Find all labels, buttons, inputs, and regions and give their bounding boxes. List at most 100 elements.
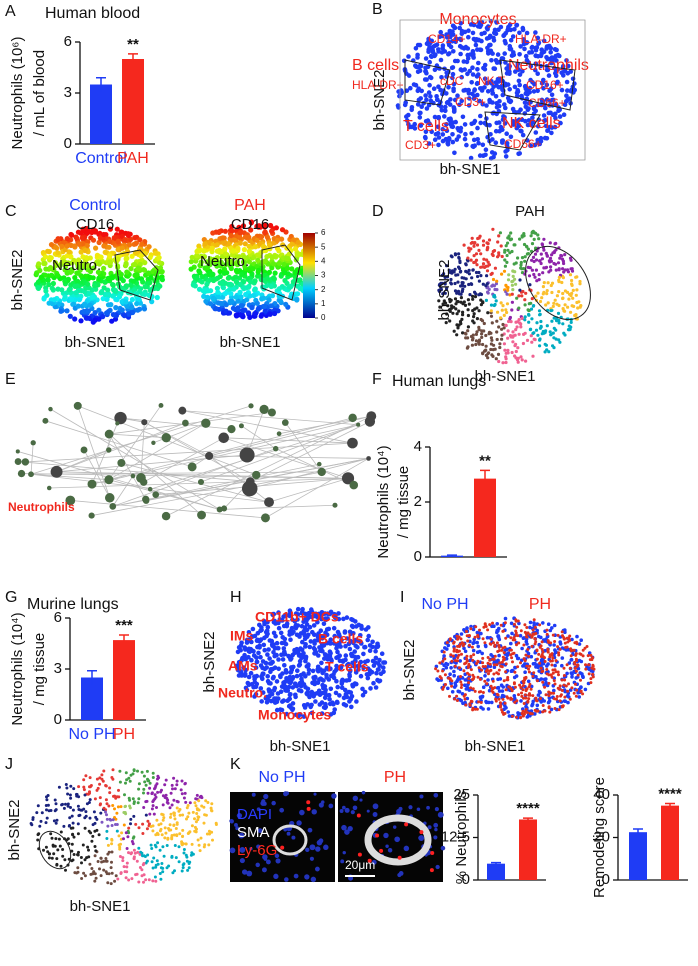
cell-dot bbox=[528, 274, 531, 277]
cell-dot bbox=[495, 280, 498, 283]
cell-dot bbox=[500, 301, 503, 304]
cell-dot bbox=[553, 327, 556, 330]
cell-dot bbox=[511, 660, 514, 663]
cell-dot bbox=[538, 690, 542, 694]
cell-dot bbox=[363, 690, 368, 695]
cell-dot bbox=[76, 866, 79, 869]
cell-dot bbox=[558, 708, 561, 711]
cell-dot bbox=[507, 87, 512, 92]
cell-dot bbox=[270, 293, 275, 298]
cell-dot bbox=[448, 118, 453, 123]
cell-dot bbox=[513, 701, 516, 704]
cell-dot bbox=[262, 648, 267, 653]
cell-dot bbox=[311, 694, 316, 699]
cell-dot bbox=[458, 267, 461, 270]
cell-dot bbox=[525, 635, 528, 638]
cell-dot bbox=[544, 303, 547, 306]
cell-dot bbox=[485, 241, 488, 244]
cell-dot bbox=[546, 672, 549, 675]
cell-dot bbox=[73, 853, 76, 856]
cell-dot bbox=[102, 780, 105, 783]
cell-dot bbox=[122, 811, 125, 814]
cell-dot bbox=[440, 108, 445, 113]
cell-dot bbox=[187, 812, 190, 815]
cell-dot bbox=[524, 705, 528, 709]
cell-dot bbox=[570, 658, 574, 662]
cell-dot bbox=[493, 304, 496, 307]
cell-dot bbox=[555, 269, 558, 272]
cell-dot bbox=[538, 339, 541, 342]
cell-dot bbox=[162, 813, 165, 816]
cell-dot bbox=[323, 652, 328, 657]
cell-dot bbox=[561, 656, 565, 660]
cell-dot bbox=[264, 661, 269, 666]
cell-dot bbox=[506, 349, 509, 352]
cell-dot bbox=[152, 824, 155, 827]
cell-dot bbox=[94, 797, 97, 800]
cell-dot bbox=[125, 865, 128, 868]
cell-dot bbox=[536, 658, 539, 661]
cell-dot bbox=[460, 686, 463, 689]
cell-dot bbox=[441, 688, 444, 691]
cell-dot bbox=[557, 279, 560, 282]
cell-dot bbox=[349, 705, 354, 710]
cell-dot bbox=[59, 845, 62, 848]
cell-dot bbox=[161, 845, 164, 848]
cell-dot bbox=[43, 254, 48, 259]
cell-dot bbox=[253, 286, 258, 291]
cell-dot bbox=[276, 657, 281, 662]
cell-dot bbox=[490, 689, 493, 692]
cell-dot bbox=[539, 300, 542, 303]
cell-dot bbox=[61, 848, 64, 851]
graph-node bbox=[162, 433, 171, 442]
cell-dot bbox=[258, 655, 263, 660]
cell-dot bbox=[547, 651, 550, 654]
cell-dot bbox=[471, 641, 475, 645]
cell-dot bbox=[270, 660, 275, 665]
cell-dot bbox=[531, 242, 534, 245]
cell-dot bbox=[487, 707, 491, 711]
cell-dot bbox=[490, 304, 493, 307]
cell-dot bbox=[99, 796, 102, 799]
cell-dot bbox=[453, 282, 456, 285]
graph-node bbox=[261, 513, 270, 522]
cell-dot bbox=[546, 648, 549, 651]
cell-dot bbox=[512, 275, 515, 278]
cell-dot bbox=[69, 233, 74, 238]
cell-dot bbox=[99, 812, 102, 815]
cell-dot bbox=[370, 670, 375, 675]
cell-dot bbox=[505, 662, 508, 665]
cell-dot bbox=[47, 804, 50, 807]
cell-dot bbox=[215, 242, 220, 247]
cell-dot bbox=[546, 629, 549, 632]
cell-dot bbox=[482, 637, 485, 640]
cell-dot bbox=[163, 783, 166, 786]
cell-dot bbox=[536, 649, 539, 652]
cell-dot bbox=[452, 655, 455, 658]
cell-dot bbox=[36, 286, 41, 291]
cell-dot bbox=[127, 879, 130, 882]
cell-dot bbox=[129, 780, 132, 783]
cell-dot bbox=[350, 683, 355, 688]
cell-dot bbox=[45, 846, 48, 849]
graph-node bbox=[106, 447, 111, 452]
cell-dot bbox=[418, 111, 423, 116]
cell-dot bbox=[561, 679, 564, 682]
graph-node bbox=[51, 466, 63, 478]
cell-dot bbox=[517, 83, 522, 88]
cell-dot bbox=[455, 333, 458, 336]
cell-dot bbox=[506, 678, 509, 681]
cell-dot bbox=[471, 55, 476, 60]
cell-dot bbox=[540, 253, 543, 256]
cell-dot bbox=[457, 300, 460, 303]
cell-dot bbox=[134, 301, 139, 306]
cell-dot bbox=[514, 630, 517, 633]
cell-dot bbox=[486, 636, 490, 640]
cell-dot bbox=[552, 302, 555, 305]
cell-dot bbox=[113, 807, 116, 810]
cell-dot bbox=[72, 787, 75, 790]
cell-dot bbox=[592, 675, 595, 678]
cell-dot bbox=[468, 303, 471, 306]
cell-dot bbox=[286, 654, 291, 659]
cell-dot bbox=[295, 674, 300, 679]
